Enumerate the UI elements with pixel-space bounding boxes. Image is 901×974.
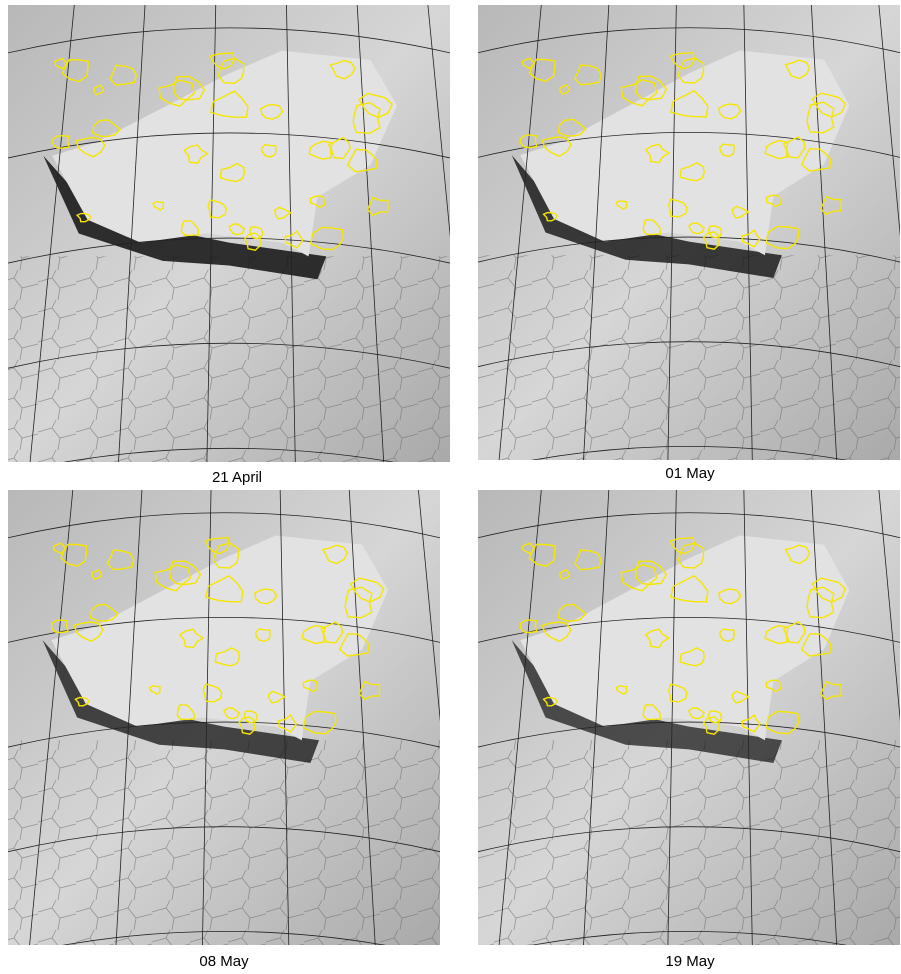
satellite-image — [8, 5, 472, 473]
caption: 19 May — [665, 953, 715, 970]
figure: 21 April 01 May 08 May 19 May — [0, 0, 901, 974]
caption: 08 May — [199, 953, 249, 970]
ice-floes — [478, 255, 900, 460]
ice-floes — [8, 256, 450, 462]
satellite-image — [8, 490, 462, 956]
caption: 01 May — [665, 465, 715, 482]
ice-floes — [8, 740, 440, 945]
satellite-image — [478, 490, 901, 956]
satellite-image — [478, 5, 901, 471]
ice-floes — [478, 740, 900, 945]
caption: 21 April — [212, 469, 262, 486]
